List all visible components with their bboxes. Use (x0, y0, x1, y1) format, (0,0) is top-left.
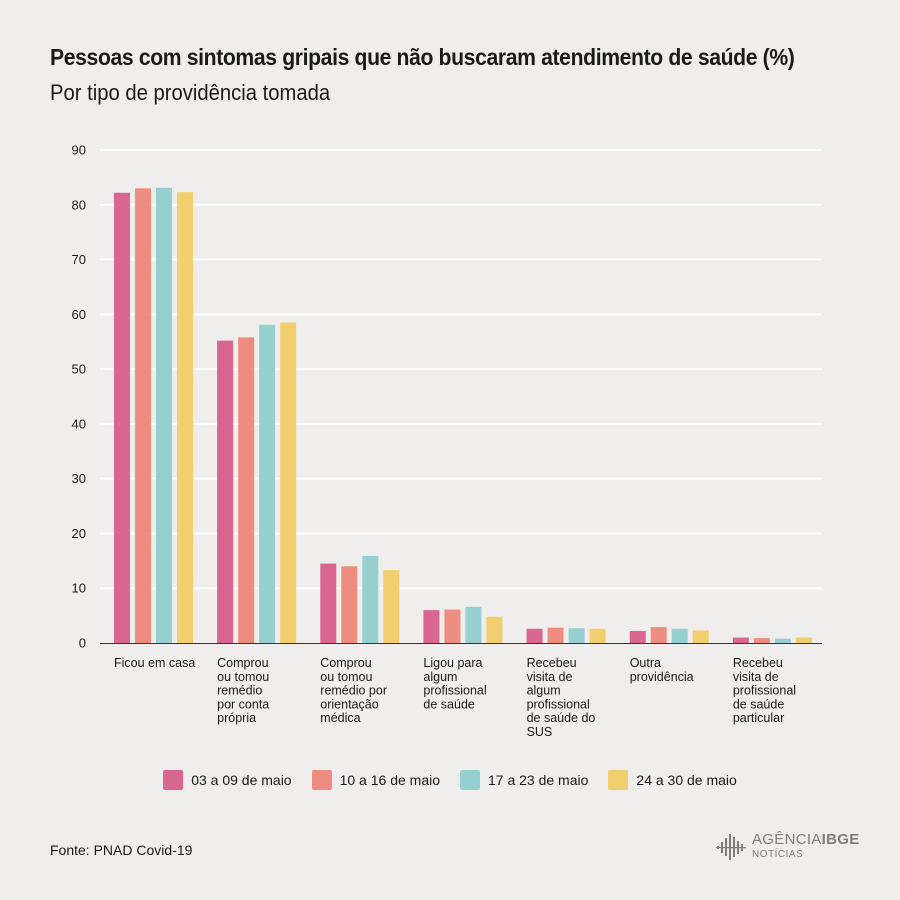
legend-label: 03 a 09 de maio (191, 772, 292, 788)
bar (423, 610, 440, 643)
bar (444, 609, 461, 643)
bar (177, 192, 193, 643)
x-tick-label: Recebeu visita de profissional de saúde part… (733, 656, 796, 725)
bar (238, 337, 255, 643)
agencia-ibge-logo: AGÊNCIAIBGE NOTÍCIAS (716, 832, 860, 862)
logo-text-agencia: AGÊNCIA (752, 831, 822, 848)
bar (692, 630, 709, 643)
bar (135, 188, 151, 643)
y-tick-label: 40 (72, 416, 86, 431)
bar (589, 628, 606, 643)
bar (671, 628, 688, 643)
legend-label: 10 a 16 de maio (339, 772, 440, 788)
y-tick-label: 50 (72, 362, 86, 377)
bar (362, 555, 379, 643)
legend: 03 a 09 de maio 10 a 16 de maio 17 a 23 de… (0, 770, 900, 790)
y-tick-label: 80 (72, 197, 86, 212)
bar (217, 340, 234, 643)
bar (629, 630, 646, 643)
chart-title: Pessoas com sintomas gripais que não bus… (50, 44, 795, 70)
legend-label: 17 a 23 de maio (488, 772, 589, 788)
bar (526, 628, 543, 643)
y-tick-label: 30 (72, 471, 86, 486)
bar (732, 637, 749, 643)
logo-text-ibge: IBGE (821, 831, 860, 848)
bar (650, 627, 667, 643)
bar (465, 606, 482, 643)
bar (795, 637, 812, 643)
y-tick-label: 90 (72, 143, 86, 158)
chart-subtitle: Por tipo de providência tomada (50, 80, 331, 105)
legend-label: 24 a 30 de maio (636, 772, 737, 788)
x-tick-label: Comprou ou tomou remédio por conta própria (217, 656, 269, 725)
x-tick-label: Recebeu visita de algum profissional de saúd… (527, 656, 596, 739)
bar (280, 322, 297, 643)
x-tick-label: Comprou ou tomou remédio por orientação médi… (320, 656, 387, 725)
legend-swatch (163, 770, 184, 790)
legend-item: 17 a 23 de maio (460, 770, 588, 790)
source-note: Fonte: PNAD Covid-19 (50, 842, 193, 858)
logo-text-noticias: NOTÍCIAS (752, 849, 804, 860)
legend-swatch (311, 770, 332, 790)
legend-item: 03 a 09 de maio (163, 770, 292, 790)
y-tick-label: 60 (72, 307, 86, 322)
x-tick-label: Ligou para algum profissional de saúde (423, 656, 486, 711)
bar (774, 638, 791, 643)
x-tick-label: Ficou em casa (114, 656, 195, 670)
y-tick-label: 70 (72, 252, 86, 267)
x-tick-label: Outra providência (630, 656, 694, 684)
bar (568, 628, 585, 643)
y-tick-label: 0 (79, 636, 86, 651)
bar (547, 627, 564, 643)
bar (259, 324, 276, 643)
legend-item: 10 a 16 de maio (311, 770, 440, 790)
bar (753, 638, 770, 643)
bar (341, 566, 358, 643)
bar (156, 187, 172, 643)
legend-swatch (608, 770, 629, 790)
legend-item: 24 a 30 de maio (608, 770, 737, 790)
ibge-logo-icon (716, 834, 746, 860)
bar (383, 570, 400, 643)
legend-swatch (460, 770, 480, 790)
bar (486, 616, 503, 643)
y-tick-label: 20 (72, 526, 86, 541)
bar (114, 192, 130, 643)
bar (320, 563, 337, 643)
y-tick-label: 10 (72, 581, 86, 596)
